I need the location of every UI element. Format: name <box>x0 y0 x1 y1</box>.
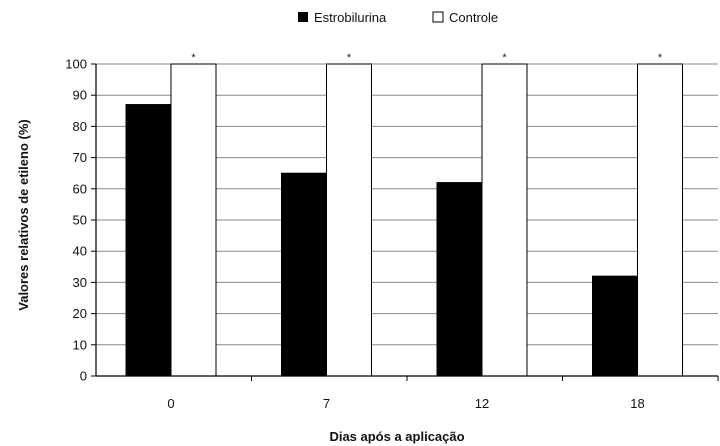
bar-controle-18 <box>637 63 683 377</box>
x-tick-label-12: 12 <box>475 396 489 411</box>
bar-estrobilurina-7 <box>281 172 327 377</box>
bar-estrobilurina-12 <box>436 182 483 377</box>
significance-markers: * * * * <box>191 52 663 64</box>
y-tick-label-40: 40 <box>73 244 87 259</box>
legend-swatch-controle <box>432 11 444 23</box>
legend-label-estrobilurina: Estrobilurina <box>314 10 387 25</box>
x-tick-label-0: 0 <box>167 396 174 411</box>
y-axis-title: Valores relativos de etileno (%) <box>16 119 31 310</box>
bars <box>125 63 683 377</box>
y-tick-label-30: 30 <box>73 275 87 290</box>
x-tick-label-18: 18 <box>630 396 644 411</box>
y-tick-label-100: 100 <box>65 57 87 72</box>
legend-swatch-estrobilurina <box>298 12 308 22</box>
bar-estrobilurina-18 <box>592 275 638 377</box>
bar-controle-7 <box>326 63 372 377</box>
bar-controle-0 <box>170 63 217 377</box>
significance-marker-12: * <box>502 52 507 64</box>
y-tick-label-90: 90 <box>73 88 87 103</box>
significance-marker-0: * <box>191 52 196 64</box>
y-tick-label-70: 70 <box>73 150 87 165</box>
legend-label-controle: Controle <box>449 10 498 25</box>
y-tick-label-20: 20 <box>73 306 87 321</box>
x-axis-title: Dias após a aplicação <box>329 429 464 444</box>
y-tick-label-60: 60 <box>73 181 87 196</box>
significance-marker-7: * <box>347 52 352 64</box>
y-tick-label-50: 50 <box>73 213 87 228</box>
legend: Estrobilurina Controle <box>298 10 498 25</box>
x-tick-label-7: 7 <box>323 396 330 411</box>
y-tick-label-80: 80 <box>73 119 87 134</box>
y-tick-labels: 0 10 20 30 40 50 60 70 80 90 100 <box>65 57 87 384</box>
y-tick-label-0: 0 <box>80 369 87 384</box>
axes <box>95 64 719 381</box>
bar-estrobilurina-0 <box>125 104 172 377</box>
x-tick-labels: 0 7 12 18 <box>167 396 644 411</box>
significance-marker-18: * <box>658 52 663 64</box>
y-tick-label-10: 10 <box>73 337 87 352</box>
bar-controle-12 <box>481 63 528 377</box>
